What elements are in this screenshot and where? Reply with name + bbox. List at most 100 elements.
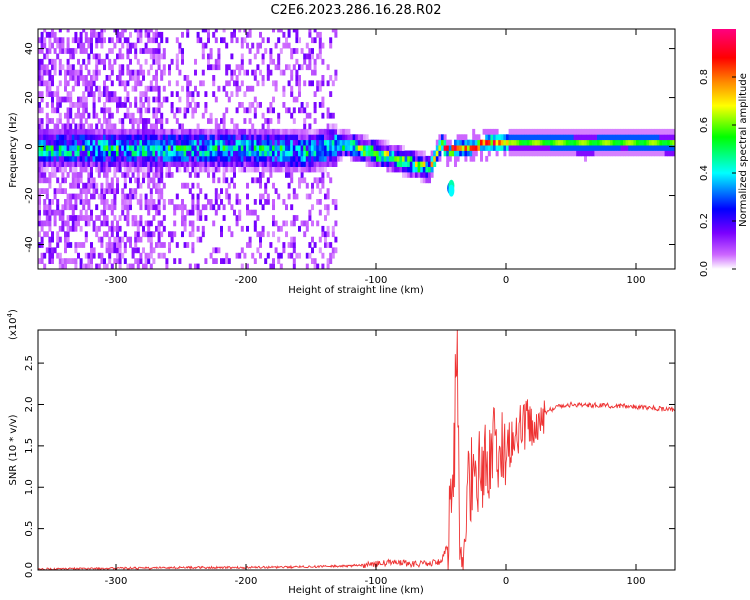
spectrogram-cell: [58, 118, 62, 124]
spectrogram-cell: [48, 161, 52, 167]
spectrogram-cell: [305, 42, 309, 49]
spectrogram-cell: [105, 182, 109, 189]
spectrogram-cell: [537, 139, 541, 146]
spectrogram-cell: [123, 172, 127, 178]
spectrogram-cell: [459, 139, 463, 146]
spectrogram-cell: [147, 139, 151, 146]
spectrogram-cell: [45, 204, 49, 211]
spectrogram-cell: [126, 37, 130, 44]
spectrogram-cell: [116, 37, 119, 44]
spectrogram-cell: [456, 145, 460, 151]
spectrogram-cell: [196, 31, 200, 38]
spectrogram-cell: [129, 188, 132, 194]
spectrogram-cell: [40, 107, 44, 114]
spectrogram-cell: [321, 139, 325, 146]
spectrogram-cell: [53, 220, 57, 227]
spectrogram-cell: [136, 118, 140, 124]
spectrogram-cell: [329, 128, 333, 135]
spectrogram-cell: [69, 123, 73, 130]
spectrogram-cell: [290, 48, 294, 54]
spectrogram-cell: [69, 134, 73, 141]
spectrogram-cell: [38, 37, 41, 44]
spectrogram-cell: [487, 134, 491, 141]
spectrogram-cell: [147, 204, 151, 211]
spectrogram-cell: [240, 53, 244, 60]
spectrogram-cell: [173, 150, 177, 157]
spectrogram-cell: [295, 134, 299, 141]
spectrogram-cell: [311, 145, 314, 151]
spectrogram-cell: [126, 155, 130, 162]
spectrogram-cell: [162, 155, 166, 162]
spectrogram-cell: [240, 42, 244, 49]
spectrogram-cell: [92, 53, 96, 60]
spectrogram-cell: [363, 139, 366, 146]
spectrogram-cell: [256, 247, 260, 254]
spectrogram-cell: [121, 80, 125, 87]
spectrogram-cell: [521, 134, 525, 141]
spectrogram-cell: [324, 166, 327, 173]
spectrogram-cell: [84, 102, 88, 108]
spectrogram-cell: [173, 155, 177, 162]
spectrogram-cell: [214, 139, 218, 146]
spectrogram-cell: [61, 204, 65, 211]
spectrogram-cell: [191, 231, 195, 238]
spectrogram-cell: [246, 155, 249, 162]
spectrogram-cell: [139, 31, 143, 38]
spectrogram-cell: [194, 155, 197, 162]
spectrogram-cell: [48, 204, 52, 211]
spectrogram-cell: [56, 161, 60, 167]
spectrogram-cell: [212, 31, 216, 38]
spectrogram-cell: [84, 193, 88, 200]
spectrogram-cell: [230, 53, 234, 60]
spectrogram-cell: [246, 204, 249, 211]
spectrogram-cell: [103, 166, 106, 173]
spectrogram-cell: [292, 118, 296, 124]
spectrogram-cell: [56, 85, 60, 92]
spectrogram-cell: [217, 139, 221, 146]
spectrogram-cell: [129, 42, 132, 49]
spectrogram-cell: [576, 128, 580, 135]
spectrogram-cell: [160, 172, 164, 178]
spectrogram-cell: [168, 139, 171, 146]
spectrogram-cell: [92, 177, 96, 184]
spectrogram-cell: [573, 139, 577, 146]
spectrogram-cell: [246, 225, 249, 232]
spectrogram-cell: [303, 80, 307, 87]
spectrogram-cell: [79, 199, 83, 205]
spectrogram-cell: [136, 263, 140, 269]
spectrogram-cell: [313, 242, 317, 248]
spectrogram-cell: [285, 166, 288, 173]
spectrogram-cell: [326, 225, 330, 232]
spectrogram-cell: [433, 161, 437, 167]
spectrogram-cell: [594, 139, 598, 146]
spectrogram-cell: [615, 134, 619, 141]
spectrogram-cell: [407, 172, 411, 178]
spectrogram-cell: [84, 48, 88, 54]
spectrogram-cell: [56, 96, 60, 103]
spectrogram-cell: [316, 128, 320, 135]
spectrogram-cell: [144, 231, 148, 238]
spectrogram-cell: [360, 150, 364, 157]
spectrogram-cell: [402, 155, 405, 162]
spectrogram-cell: [285, 220, 288, 227]
spectrogram-cell: [48, 225, 52, 232]
spectrogram-cell: [134, 69, 138, 76]
spectrogram-cell: [279, 139, 283, 146]
spectrogram-cell: [272, 139, 275, 146]
spectrogram-cell: [178, 69, 182, 76]
spectrogram-cell: [100, 242, 104, 248]
spectrogram-cell: [183, 225, 187, 232]
spectrogram-cell: [131, 145, 135, 151]
spectrogram-cell: [61, 172, 65, 178]
spectrogram-cell: [204, 91, 208, 97]
spectrogram-cell: [105, 166, 109, 173]
spectrogram-cell: [238, 85, 242, 92]
spectrogram-cell: [318, 155, 322, 162]
spectrogram-cell: [95, 31, 99, 38]
snr-x-tick-label: 100: [626, 576, 645, 587]
spectrogram-cell: [448, 150, 452, 157]
spectrogram-cell: [318, 199, 322, 205]
spectrogram-cell: [597, 150, 600, 157]
spectrogram-cell: [287, 128, 291, 135]
spectrogram-cell: [428, 172, 431, 178]
